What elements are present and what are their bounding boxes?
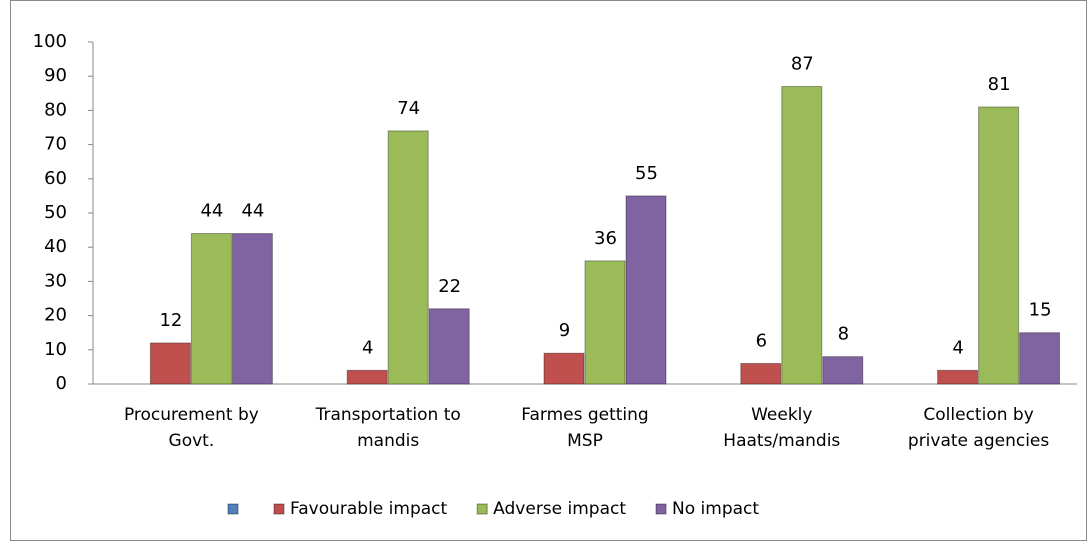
bar bbox=[1019, 332, 1061, 385]
value-label: 6 bbox=[756, 330, 767, 351]
value-label: 87 bbox=[791, 53, 814, 74]
x-tick-label-box: Transportation to mandis bbox=[315, 405, 461, 451]
y-tick-label: 30 bbox=[44, 270, 67, 291]
x-tick-label: Transportation to mandis bbox=[315, 405, 461, 451]
bar bbox=[428, 308, 470, 385]
value-label: 4 bbox=[952, 337, 963, 358]
value-label: 15 bbox=[1029, 300, 1052, 321]
x-tick-label: Farmes getting MSP bbox=[521, 405, 649, 451]
value-label: 44 bbox=[200, 201, 223, 222]
bar bbox=[387, 130, 429, 385]
x-tick-label-box: Farmes getting MSP bbox=[521, 405, 649, 451]
bar bbox=[937, 369, 979, 385]
legend-marker bbox=[227, 503, 239, 515]
value-label: 55 bbox=[635, 163, 658, 184]
x-tick-label: Weekly Haats/mandis bbox=[723, 405, 841, 451]
value-label: 44 bbox=[241, 201, 264, 222]
x-tick-label-box: Collection by private agencies bbox=[907, 405, 1050, 451]
value-label: 4 bbox=[362, 337, 373, 358]
value-label: 8 bbox=[838, 324, 849, 345]
legend-marker bbox=[476, 503, 488, 515]
bar bbox=[149, 342, 191, 385]
chart-border bbox=[10, 0, 1087, 541]
value-label: 22 bbox=[438, 276, 461, 297]
y-tick-label: 60 bbox=[44, 168, 67, 189]
bar bbox=[543, 352, 585, 385]
y-tick-label: 50 bbox=[44, 202, 67, 223]
value-label: 36 bbox=[594, 228, 617, 249]
y-tick-label: 70 bbox=[44, 134, 67, 155]
bar bbox=[190, 233, 232, 385]
bar bbox=[231, 233, 273, 385]
value-label: 81 bbox=[988, 74, 1011, 95]
y-tick-label: 80 bbox=[44, 99, 67, 120]
value-label: 9 bbox=[559, 320, 570, 341]
x-tick-label: Procurement by Govt. bbox=[123, 405, 259, 451]
bar bbox=[625, 195, 667, 385]
value-label: 74 bbox=[397, 98, 420, 119]
bar bbox=[346, 369, 388, 385]
y-tick-label: 100 bbox=[33, 31, 67, 52]
legend-label: No impact bbox=[672, 499, 759, 519]
legend-label: Favourable impact bbox=[290, 499, 447, 519]
y-tick-label: 0 bbox=[56, 373, 67, 394]
x-tick-label-box: Procurement by Govt. bbox=[123, 405, 259, 451]
legend-label: Adverse impact bbox=[493, 499, 626, 519]
bar bbox=[781, 85, 823, 385]
x-tick-label: Collection by private agencies bbox=[907, 405, 1050, 451]
legend-marker bbox=[273, 503, 285, 515]
y-tick-label: 20 bbox=[44, 305, 67, 326]
bar bbox=[822, 356, 864, 385]
y-tick-label: 90 bbox=[44, 65, 67, 86]
x-tick-label-box: Weekly Haats/mandis bbox=[723, 405, 841, 451]
y-tick-label: 10 bbox=[44, 339, 67, 360]
value-label: 12 bbox=[159, 310, 182, 331]
legend-marker bbox=[655, 503, 667, 515]
bar bbox=[978, 106, 1020, 385]
bar bbox=[740, 362, 782, 385]
bar bbox=[584, 260, 626, 385]
y-tick-label: 40 bbox=[44, 236, 67, 257]
